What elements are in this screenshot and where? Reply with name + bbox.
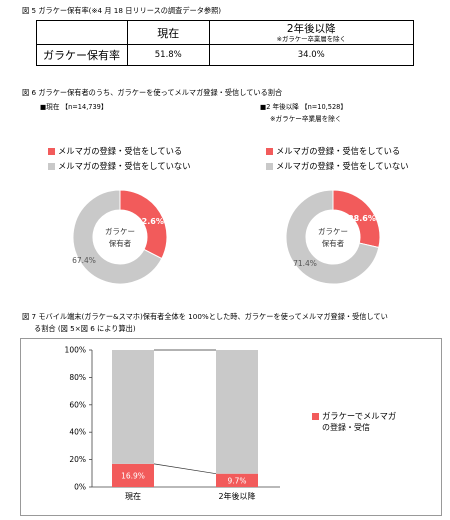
donut-value-label: 32.6% <box>136 217 164 226</box>
donut-value-label: 71.4% <box>293 259 317 268</box>
y-tick-label: 100% <box>65 346 86 355</box>
fig5-header-after-note: ※ガラケー卒業層を除く <box>276 34 346 43</box>
fig7-frame <box>20 338 442 516</box>
y-tick-label: 80% <box>69 373 86 382</box>
donut-slice-no <box>285 189 380 285</box>
fig5-header-after-label: 2年後以降 <box>286 22 336 35</box>
bar-segment-gray <box>216 350 258 474</box>
donut-left: 32.6% 67.4% ガラケー保有者 <box>72 189 168 285</box>
fig5-value-now: 51.8% <box>127 44 210 66</box>
donut-value-label: 67.4% <box>72 256 96 265</box>
fig6-right-legend: メルマガの登録・受信をしている メルマガの登録・受信をしていない <box>266 145 409 172</box>
donut-center-label-1: ガラケー <box>318 226 348 236</box>
y-tick-label: 40% <box>69 428 86 437</box>
y-tick-label: 60% <box>69 400 86 409</box>
fig6-right-title: ■2 年後以降 【n=10,528】 <box>260 103 347 111</box>
donut-slice-no <box>72 189 163 285</box>
fig6-right-note: ※ガラケー卒業層を除く <box>270 115 342 123</box>
fig6-left-title: ■現在 【n=14,739】 <box>40 103 108 111</box>
bar-value-label: 9.7% <box>227 476 246 485</box>
legend-item-no: メルマガの登録・受信をしていない <box>48 160 191 172</box>
legend-swatch-gray <box>48 162 55 170</box>
fig7-caption-line2: る割合 (図 5×図 6 により算出) <box>34 324 136 333</box>
bar-segment-red <box>216 473 258 487</box>
fig6-left-legend: メルマガの登録・受信をしている メルマガの登録・受信をしていない <box>48 145 191 172</box>
fig6-caption: 図 6 ガラケー保有者のうち、ガラケーを使ってメルマガ登録・受信している割合 <box>22 88 283 97</box>
fig5-table: 現在 2年後以降 ※ガラケー卒業層を除く ガラケー保有率 51.8% 34.0% <box>36 20 415 66</box>
donut-center-label-1: ガラケー <box>105 226 135 236</box>
fig5-value-after: 34.0% <box>208 44 415 66</box>
legend-swatch-red <box>312 413 319 420</box>
fig5-header-after: 2年後以降 ※ガラケー卒業層を除く <box>208 20 415 45</box>
legend-swatch-red <box>266 147 273 155</box>
fig7-legend-label-2: の登録・受信 <box>322 423 370 432</box>
legend-item-yes: メルマガの登録・受信をしている <box>48 145 191 157</box>
legend-item-yes: メルマガの登録・受信をしている <box>266 145 409 157</box>
donut-center-label-2: 保有者 <box>109 238 132 248</box>
donut-right: 28.6% 71.4% ガラケー保有者 <box>285 189 381 285</box>
legend-swatch-gray <box>266 162 273 170</box>
legend-label: メルマガの登録・受信をしていない <box>58 161 191 171</box>
x-tick-label: 現在 <box>125 491 141 501</box>
donut-center-label-2: 保有者 <box>322 238 345 248</box>
series-connector-line <box>153 463 217 475</box>
donut-value-label: 28.6% <box>348 214 376 223</box>
y-tick-label: 0% <box>74 483 86 492</box>
fig7-legend: ガラケーでメルマガ の登録・受信 <box>312 411 396 433</box>
legend-label: メルマガの登録・受信をしていない <box>276 161 409 171</box>
fig7-legend-label-1: ガラケーでメルマガ <box>322 411 397 421</box>
bar-segment-red <box>112 463 154 487</box>
legend-swatch-red <box>48 147 55 155</box>
bar-segment-gray <box>112 350 154 464</box>
fig7-caption-line1: 図 7 モバイル端末(ガラケー&スマホ)保有者全体を 100%とした時、ガラケー… <box>22 312 388 321</box>
x-tick-label: 2年後以降 <box>218 491 255 501</box>
legend-item-no: メルマガの登録・受信をしていない <box>266 160 409 172</box>
bar-value-label: 16.9% <box>121 471 145 480</box>
fig7-legend-item: ガラケーでメルマガ <box>312 411 396 422</box>
fig5-row-label: ガラケー保有率 <box>36 44 128 66</box>
bar-marks: 16.9% 現在 9.7% 2年後以降 <box>112 349 258 501</box>
fig5-caption: 図 5 ガラケー保有率(※4 月 18 日リリースの調査データ参照) <box>22 6 222 15</box>
y-tick-label: 20% <box>69 455 86 464</box>
legend-label: メルマガの登録・受信をしている <box>58 146 183 156</box>
legend-label: メルマガの登録・受信をしている <box>276 146 401 156</box>
